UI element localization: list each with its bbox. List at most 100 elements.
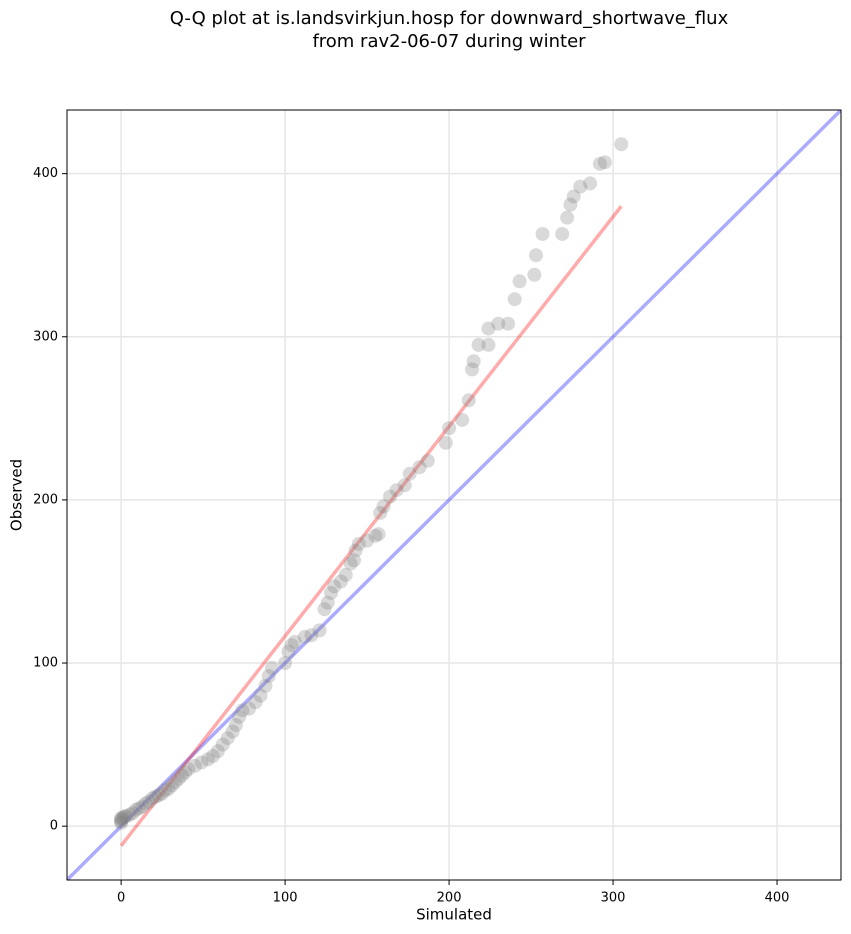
point (368, 528, 383, 543)
point (242, 701, 257, 716)
point (327, 579, 342, 594)
y-tick-label: 400 (33, 166, 58, 181)
point (215, 737, 230, 752)
y-axis-label: Observed (8, 459, 26, 531)
point (181, 762, 196, 777)
point (125, 806, 140, 821)
point (161, 781, 176, 796)
point (145, 791, 160, 806)
point (583, 176, 598, 191)
x-tick-label: 100 (273, 891, 298, 906)
point (566, 189, 581, 204)
y-tick-label: 100 (33, 656, 58, 671)
point (461, 393, 476, 408)
reference-line (67, 110, 841, 880)
point (141, 794, 156, 809)
point (481, 321, 496, 336)
point (512, 274, 527, 289)
point (287, 634, 302, 649)
point (158, 783, 173, 798)
point (507, 292, 522, 307)
point (174, 768, 189, 783)
point (592, 156, 607, 171)
point (528, 248, 543, 263)
point (281, 644, 296, 659)
point (114, 811, 129, 826)
point (253, 688, 268, 703)
point (402, 466, 417, 481)
point (324, 585, 339, 600)
point (228, 718, 243, 733)
x-tick-label: 0 (117, 891, 125, 906)
point (412, 460, 427, 475)
x-tick-label: 300 (601, 891, 626, 906)
point (187, 758, 202, 773)
point (563, 197, 578, 212)
point (115, 811, 130, 826)
point (138, 796, 153, 811)
point (346, 553, 361, 568)
point (220, 731, 235, 746)
point (455, 412, 470, 427)
point (317, 602, 332, 617)
point (258, 678, 273, 693)
point (225, 724, 240, 739)
point (114, 812, 129, 827)
point (132, 801, 147, 816)
point (471, 337, 486, 352)
point (164, 778, 179, 793)
point (373, 505, 388, 520)
point (338, 567, 353, 582)
point (119, 809, 134, 824)
point (304, 628, 319, 643)
point (465, 362, 480, 377)
reference-line (119, 205, 623, 847)
point (351, 536, 366, 551)
point (148, 789, 163, 804)
point (122, 807, 137, 822)
point (235, 703, 250, 718)
point (491, 316, 506, 331)
point (481, 337, 496, 352)
x-tick-label: 200 (437, 891, 462, 906)
point (155, 786, 170, 801)
point (420, 453, 435, 468)
point (114, 814, 129, 829)
point (560, 210, 575, 225)
point (555, 226, 570, 241)
plot-area (67, 110, 841, 880)
point (527, 267, 542, 282)
point (397, 478, 412, 493)
chart-subtitle: from rav2-06-07 during winter (312, 31, 586, 52)
x-axis-label: Simulated (416, 906, 492, 924)
point (171, 771, 186, 786)
point (312, 623, 327, 638)
point (205, 749, 220, 764)
point (360, 533, 375, 548)
point (264, 660, 279, 675)
chart-title: Q-Q plot at is.landsvirkjun.hosp for dow… (170, 8, 729, 29)
point (201, 752, 216, 767)
point (128, 802, 143, 817)
point (248, 695, 263, 710)
point (117, 809, 132, 824)
point (178, 765, 193, 780)
point (194, 755, 209, 770)
point (371, 527, 386, 542)
y-tick-label: 200 (33, 492, 58, 507)
point (232, 709, 247, 724)
point (348, 543, 363, 558)
point (284, 638, 299, 653)
x-tick-label: 400 (765, 891, 790, 906)
point (297, 629, 312, 644)
point (438, 435, 453, 450)
point (343, 556, 358, 571)
point (333, 574, 348, 589)
point (376, 499, 391, 514)
point (442, 421, 457, 436)
point (535, 226, 550, 241)
point (466, 354, 481, 369)
y-tick-label: 0 (50, 819, 58, 834)
point (151, 788, 166, 803)
y-tick-label: 300 (33, 329, 58, 344)
